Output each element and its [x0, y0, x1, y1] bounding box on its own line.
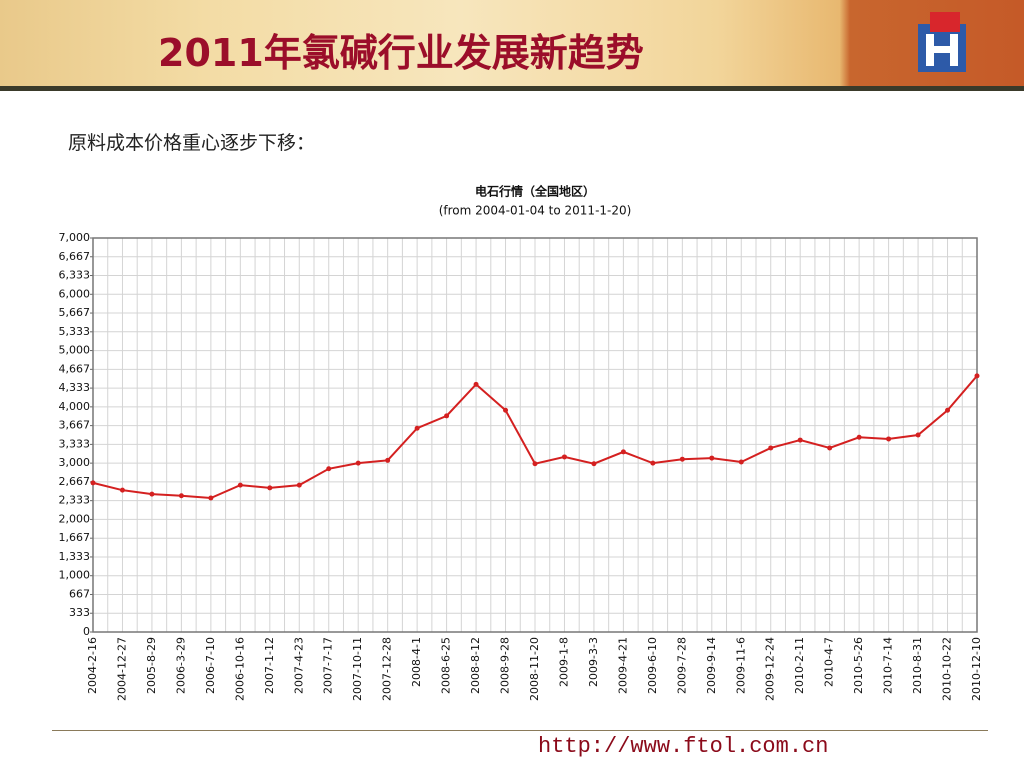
x-tick-label: 2009-1-8	[557, 637, 570, 687]
point	[856, 434, 862, 440]
point	[915, 432, 921, 438]
y-tick-label: 2,000	[59, 512, 91, 525]
point	[444, 413, 450, 419]
y-tick-label: 3,333	[59, 437, 91, 450]
x-tick-label: 2009-11-6	[734, 637, 747, 694]
y-tick-label: 1,000	[59, 569, 91, 582]
plot-frame	[92, 237, 978, 633]
y-tick-label: 5,667	[59, 306, 91, 319]
point	[650, 460, 656, 466]
chart-subtitle: (from 2004-01-04 to 2011-1-20)	[439, 204, 632, 218]
y-tick-label: 4,000	[59, 400, 91, 413]
x-tick-label: 2006-10-16	[233, 637, 246, 701]
y-tick-label: 5,000	[59, 344, 91, 357]
point	[149, 491, 155, 497]
chart-title: 电石行情（全国地区）	[475, 184, 595, 199]
x-tick-label: 2010-10-22	[941, 637, 954, 701]
x-tick-label: 2006-3-29	[174, 637, 187, 694]
x-tick-label: 2009-9-14	[705, 637, 718, 694]
point	[797, 437, 803, 443]
logo-block	[930, 12, 960, 32]
logo	[918, 12, 966, 72]
x-tick-label: 2008-6-25	[440, 637, 453, 694]
x-tick-label: 2008-8-12	[469, 637, 482, 694]
header-rule	[0, 86, 1024, 91]
y-tick-label: 6,000	[59, 287, 91, 300]
x-tick-label: 2007-12-28	[381, 637, 394, 701]
x-tick-label: 2004-2-16	[86, 637, 99, 694]
slide-title: 2011年氯碱行业发展新趋势	[158, 31, 644, 75]
x-tick-label: 2007-4-23	[292, 637, 305, 694]
x-tick-label: 2008-11-20	[528, 637, 541, 701]
point	[355, 460, 361, 466]
x-tick-label: 2010-5-26	[852, 637, 865, 694]
point	[237, 482, 243, 488]
point	[620, 449, 626, 455]
point	[208, 495, 214, 501]
x-tick-label: 2007-10-11	[351, 637, 364, 701]
point	[267, 485, 273, 491]
x-tick-label: 2010-4-7	[823, 637, 836, 687]
y-tick-label: 7,000	[59, 231, 91, 244]
x-tick-label: 2009-7-28	[675, 637, 688, 694]
x-tick-label: 2008-9-28	[499, 637, 512, 694]
y-tick-label: 1,333	[59, 550, 91, 563]
x-tick-label: 2005-8-29	[145, 637, 158, 694]
x-tick-label: 2009-12-24	[764, 637, 777, 701]
point	[296, 482, 302, 488]
point	[119, 487, 125, 493]
y-tick-label: 1,667	[59, 531, 91, 544]
point	[178, 493, 184, 499]
y-tick-label: 5,333	[59, 325, 91, 338]
point	[886, 436, 892, 442]
x-tick-label: 2010-12-10	[970, 637, 983, 701]
intro-text: 原料成本价格重心逐步下移：	[68, 132, 316, 154]
x-tick-label: 2007-7-17	[322, 637, 335, 694]
y-tick-label: 2,333	[59, 494, 91, 507]
point	[945, 407, 951, 413]
point	[768, 445, 774, 451]
x-tick-label: 2010-7-14	[882, 637, 895, 694]
point	[503, 407, 509, 413]
point	[532, 461, 538, 467]
point	[738, 459, 744, 465]
y-tick-label: 6,667	[59, 250, 91, 263]
point	[679, 456, 685, 462]
banner	[0, 0, 1024, 88]
y-tick-label: 333	[69, 606, 90, 619]
point	[414, 425, 420, 431]
point	[561, 454, 567, 460]
y-tick-label: 4,667	[59, 362, 91, 375]
x-tick-label: 2009-6-10	[646, 637, 659, 694]
x-tick-label: 2006-7-10	[204, 637, 217, 694]
point	[827, 445, 833, 451]
footer-rule	[52, 730, 988, 731]
point	[591, 461, 597, 467]
x-tick-label: 2008-4-1	[410, 637, 423, 687]
x-tick-label: 2009-3-3	[587, 637, 600, 687]
x-tick-label: 2004-12-27	[115, 637, 128, 701]
x-tick-label: 2010-8-31	[911, 637, 924, 694]
logo-letter	[926, 46, 958, 53]
y-tick-label: 2,667	[59, 475, 91, 488]
x-tick-label: 2009-4-21	[616, 637, 629, 694]
chart: 电石行情（全国地区） (from 2004-01-04 to 2011-1-20…	[59, 184, 984, 701]
point	[709, 455, 715, 461]
point	[90, 480, 96, 486]
x-tick-label: 2010-2-11	[793, 637, 806, 694]
y-tick-label: 6,333	[59, 269, 91, 282]
y-tick-label: 667	[69, 587, 90, 600]
footer-url: http://www.ftol.com.cn	[538, 734, 829, 759]
y-tick-label: 0	[83, 625, 90, 638]
y-tick-label: 4,333	[59, 381, 91, 394]
point	[326, 466, 332, 472]
y-tick-label: 3,000	[59, 456, 91, 469]
point	[385, 457, 391, 463]
x-tick-label: 2007-1-12	[263, 637, 276, 694]
point	[974, 373, 980, 379]
point	[473, 381, 479, 387]
y-tick-label: 3,667	[59, 419, 91, 432]
